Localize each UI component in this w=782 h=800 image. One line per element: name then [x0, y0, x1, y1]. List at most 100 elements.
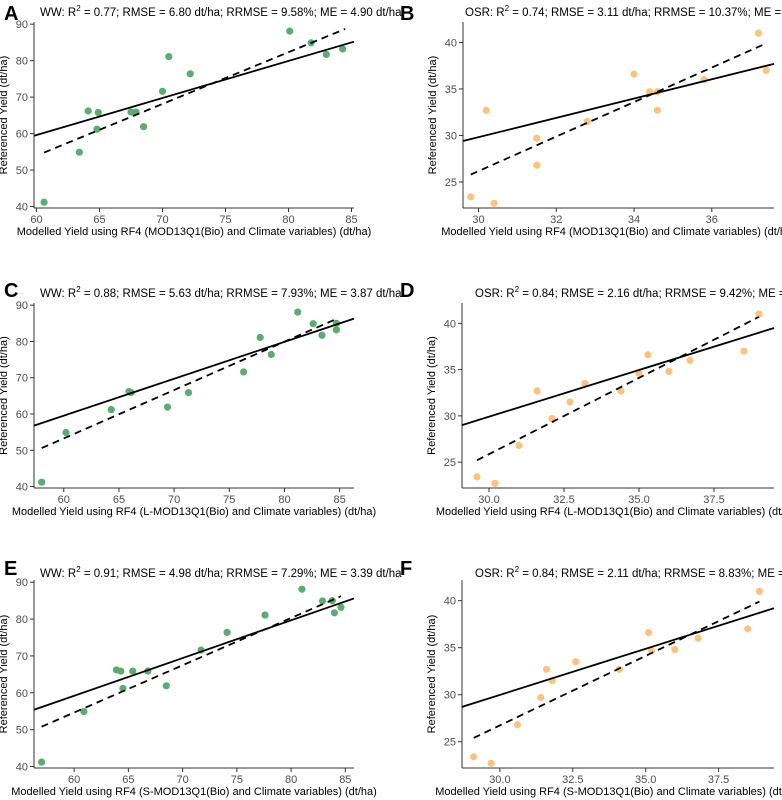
x-tick-label: 32.5: [562, 774, 583, 786]
dashed-one-to-one-line: [470, 42, 767, 176]
panel-label: F: [400, 558, 412, 580]
y-tick-label: 70: [16, 92, 28, 104]
data-point: [566, 398, 574, 406]
solid-fit-line: [461, 607, 775, 708]
data-point: [533, 161, 541, 169]
y-tick-label: 60: [16, 688, 28, 700]
x-tick-label: 60: [30, 214, 42, 226]
x-tick-label: 80: [282, 214, 294, 226]
y-tick-label: 70: [16, 651, 28, 663]
x-tick-label: 70: [156, 214, 168, 226]
data-point: [223, 628, 231, 636]
panel-label: E: [4, 558, 17, 580]
y-tick-label: 25: [444, 737, 456, 749]
x-axis-title: Modelled Yield using RF4 (MOD13Q1(Bio) a…: [17, 226, 372, 238]
data-point: [647, 646, 656, 655]
dashed-one-to-one-line: [41, 595, 342, 728]
x-tick-label: 80: [278, 494, 290, 506]
y-tick-label: 40: [445, 37, 457, 49]
data-point: [665, 367, 673, 376]
y-axis-title: Referenced Yield (dt/ha): [0, 336, 10, 455]
x-axis-title: Modelled Yield using RF4 (S-MOD13Q1(Bio)…: [435, 786, 782, 798]
data-point: [158, 87, 167, 95]
data-point: [298, 585, 306, 593]
data-point: [256, 333, 264, 342]
data-point: [653, 106, 661, 114]
x-tick-label: 85: [339, 774, 351, 786]
y-tick-label: 90: [16, 577, 28, 589]
panel-d: D OSR: R2 = 0.84; RMSE = 2.16 dt/ha; RRMS…: [400, 280, 782, 518]
y-tick-label: 90: [16, 19, 28, 31]
x-tick-label: 30: [472, 214, 484, 226]
x-tick-label: 60: [68, 774, 80, 786]
data-point: [339, 45, 347, 53]
y-tick-label: 50: [16, 165, 28, 177]
solid-fit-line: [462, 62, 775, 142]
y-tick-label: 80: [16, 56, 28, 68]
data-point: [318, 597, 327, 605]
data-point: [337, 603, 345, 611]
x-tick-label: 32: [550, 214, 562, 226]
data-point: [473, 473, 481, 481]
data-point: [318, 331, 326, 339]
y-tick-label: 40: [16, 762, 28, 774]
y-tick-label: 50: [16, 725, 28, 737]
x-tick-label: 65: [122, 774, 134, 786]
data-point: [75, 148, 83, 156]
data-point: [107, 406, 115, 414]
data-point: [755, 587, 764, 595]
x-tick-label: 85: [345, 214, 357, 226]
data-point: [533, 134, 541, 142]
x-tick-label: 30.0: [489, 774, 510, 786]
data-point: [542, 665, 551, 673]
data-point: [740, 347, 748, 355]
panel-label: B: [400, 3, 414, 25]
x-tick-label: 70: [176, 774, 188, 786]
data-point: [117, 667, 125, 675]
data-point: [294, 308, 302, 316]
y-tick-label: 50: [16, 445, 28, 457]
data-point: [671, 645, 679, 654]
data-point: [286, 27, 294, 35]
data-point: [694, 634, 702, 642]
y-tick-label: 80: [16, 614, 28, 626]
data-point: [754, 29, 763, 37]
data-point: [645, 629, 653, 637]
data-point: [490, 199, 498, 207]
data-point: [140, 123, 148, 131]
y-tick-label: 60: [16, 409, 28, 421]
y-tick-label: 40: [444, 596, 456, 608]
y-tick-label: 25: [444, 457, 456, 469]
data-point: [267, 350, 275, 359]
dashed-one-to-one-line: [476, 316, 760, 462]
data-point: [93, 125, 101, 133]
x-tick-label: 65: [93, 214, 105, 226]
data-point: [322, 50, 330, 59]
data-point: [240, 368, 248, 376]
panel-a: A WW: R2 = 0.77; RMSE = 6.80 dt/ha; RRMSE…: [0, 3, 402, 238]
y-tick-label: 60: [16, 129, 28, 141]
data-point: [644, 351, 652, 359]
panel-title: OSR: R2 = 0.84; RMSE = 2.11 dt/ha; RRMSE…: [475, 565, 782, 580]
y-axis-title: Referenced Yield (dt/ha): [426, 615, 438, 734]
data-point: [84, 107, 92, 115]
x-tick-label: 37.5: [708, 774, 729, 786]
y-tick-label: 80: [16, 336, 28, 348]
panel-e: E WW: R2 = 0.91; RMSE = 4.98 dt/ha; RRMSE…: [0, 558, 402, 798]
x-tick-label: 70: [168, 494, 180, 506]
data-point: [581, 379, 589, 388]
data-point: [38, 478, 46, 486]
data-point: [80, 708, 88, 716]
y-tick-label: 25: [445, 177, 457, 189]
panel-f: F OSR: R2 = 0.84; RMSE = 2.11 dt/ha; RRMS…: [400, 558, 782, 798]
data-point: [487, 759, 495, 767]
data-point: [482, 106, 490, 114]
data-point: [491, 479, 499, 487]
data-point: [37, 758, 46, 766]
solid-fit-line: [33, 317, 355, 427]
data-point: [163, 403, 172, 411]
data-point: [686, 356, 694, 364]
data-point: [186, 70, 194, 78]
y-tick-label: 40: [16, 202, 28, 214]
